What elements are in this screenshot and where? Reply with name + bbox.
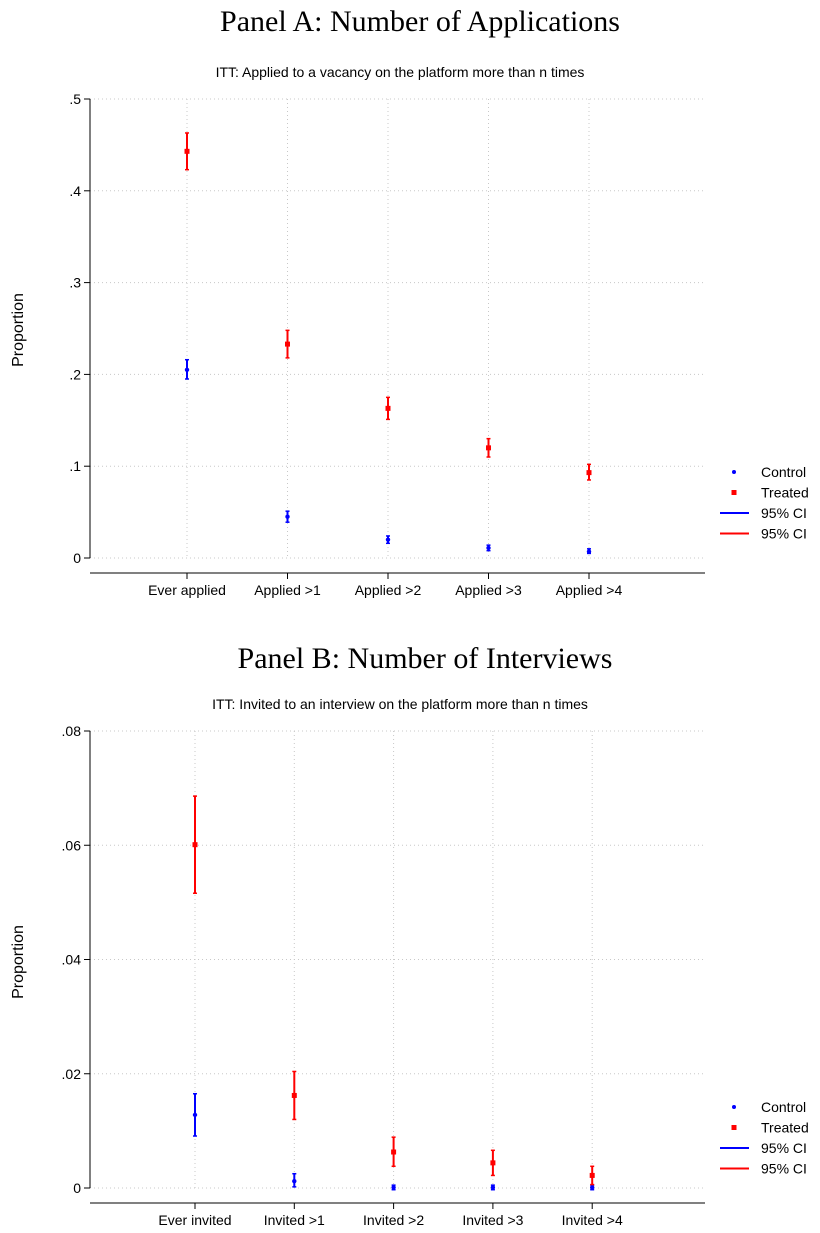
panel-b-legend-95-ci-3-label: 95% CI [761,1161,807,1177]
panel-a: Panel A: Number of Applications ITT: App… [10,5,809,598]
panel-b-x-tick-label: Invited >1 [264,1212,325,1228]
panel-a-control-point [586,549,592,554]
panel-b-legend-treated-1-marker [731,1125,737,1130]
panel-a-y-tick-label: .2 [69,366,81,382]
panel-a-treated-point [285,341,290,347]
panel-a-treated-point [486,445,491,451]
panel-a-legend-95-ci-2-label: 95% CI [761,505,807,521]
panel-b-legend-95-ci-2-label: 95% CI [761,1140,807,1156]
panel-a-legend-control-0-marker [732,470,736,474]
panel-b-control-point [590,1185,595,1190]
panel-b-legend: Control Treated 95% CI 95% CI [720,1099,809,1177]
panel-a-treated-point [586,470,592,476]
panel-b-control-point [490,1185,496,1190]
panel-b-subtitle: ITT: Invited to an interview on the plat… [212,696,588,712]
panel-b-treated-point [291,1092,297,1098]
panel-a-legend-control-0-label: Control [761,464,806,480]
panel-a-y-tick-label: .4 [69,183,81,199]
panel-a-control-point [184,367,190,373]
panel-b-legend-control-0-label: Control [761,1099,806,1115]
panel-b-plot-area: 0 .02 .04 .06 .08 Ever invited Invited >1 Invit… [62,723,705,1228]
panel-b-x-tick-label: Invited >4 [562,1212,623,1228]
panel-a-y-tick-label: .5 [69,91,81,107]
panel-a-y-axis-label: Proportion [10,293,27,367]
panel-b-control-point [192,1112,198,1118]
panel-b: Panel B: Number of Interviews ITT: Invit… [10,642,809,1228]
panel-b-x-tick-label: Invited >3 [462,1212,523,1228]
panel-b-legend-control-0-marker [732,1105,736,1109]
panel-a-control-point [486,545,491,551]
panel-a-control-point [385,537,391,542]
panel-a-legend-treated-1-label: Treated [761,485,809,501]
panel-b-legend-treated-1-label: Treated [761,1120,809,1136]
panel-a-legend: Control Treated 95% CI 95% CI [720,464,809,542]
panel-a-treated-point [184,148,190,154]
panel-a-x-tick-label: Applied >1 [254,582,321,598]
panel-a-x-tick-label: Ever applied [148,582,226,598]
panel-a-legend-95-ci-3-label: 95% CI [761,526,807,542]
panel-a-treated-point [385,405,391,411]
panel-b-x-tick-label: Ever invited [158,1212,231,1228]
panel-b-y-tick-label: .08 [62,723,82,739]
panel-a-title: Panel A: Number of Applications [220,5,620,38]
panel-b-y-tick-label: .04 [62,952,82,968]
panel-a-y-tick-label: .1 [69,458,81,474]
panel-b-control-point [292,1178,297,1184]
panel-a-x-tick-label: Applied >3 [455,582,522,598]
panel-b-x-tick-label: Invited >2 [363,1212,424,1228]
panel-b-y-tick-label: .06 [62,837,82,853]
panel-a-control-point [285,514,290,519]
panel-b-treated-point [192,842,198,848]
panel-a-legend-treated-1-marker [731,490,737,495]
panel-b-treated-point [589,1172,595,1178]
panel-a-y-tick-label: 0 [73,550,81,566]
panel-a-subtitle: ITT: Applied to a vacancy on the platfor… [216,64,585,80]
panel-b-title: Panel B: Number of Interviews [238,642,613,675]
panel-a-plot-area: 0 .1 .2 .3 .4 .5 Ever applied Applied >1 Applied… [69,91,705,598]
panel-b-treated-point [490,1160,496,1166]
panel-b-y-tick-label: 0 [73,1180,81,1196]
panel-a-x-tick-label: Applied >2 [355,582,422,598]
panel-a-x-tick-label: Applied >4 [556,582,623,598]
panel-b-y-tick-label: .02 [62,1066,82,1082]
panel-a-y-tick-label: .3 [69,275,81,291]
panel-b-y-axis-label: Proportion [10,925,27,999]
panel-b-treated-point [391,1149,397,1155]
panel-b-control-point [391,1185,396,1190]
